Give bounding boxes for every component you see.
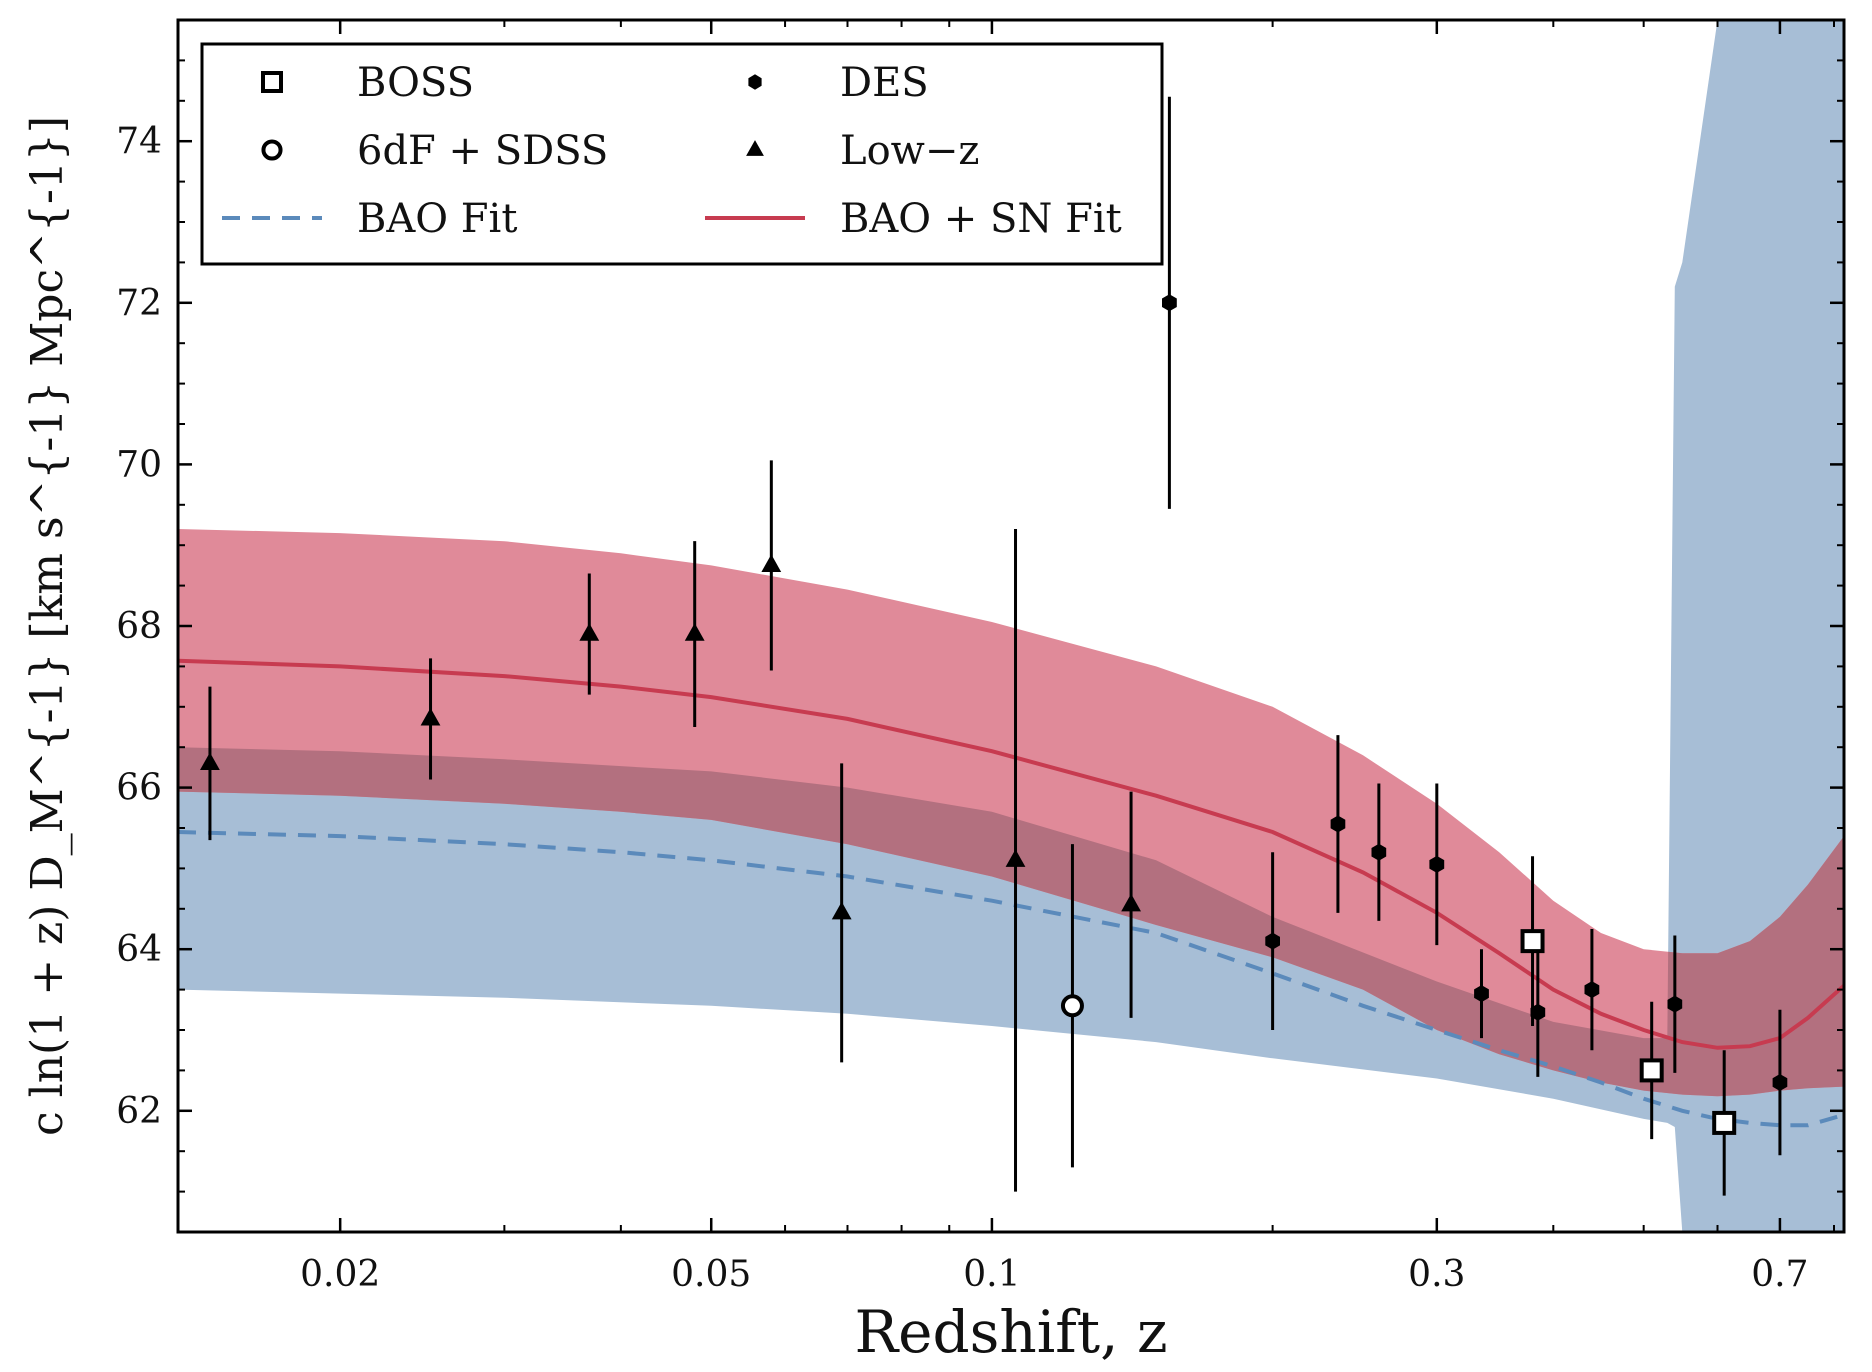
data-point — [1772, 1074, 1788, 1091]
legend-swatch — [746, 140, 764, 156]
data-points — [200, 96, 1788, 1196]
legend-entry: 6dF + SDSS — [261, 128, 608, 174]
legend-swatch — [261, 71, 283, 93]
y-axis-title: c ln(1 + z) D_M^{-1} [km s^{-1} Mpc^{-1}… — [22, 116, 73, 1136]
data-point — [1584, 981, 1600, 999]
x-axis-title: Redshift, z — [855, 1298, 1168, 1366]
legend-entry: BAO Fit — [222, 196, 517, 242]
data-point — [831, 901, 852, 920]
legend-swatch — [261, 139, 283, 161]
data-point — [579, 623, 600, 641]
y-tick-label: 66 — [116, 768, 162, 809]
bao-sn-fit-band — [178, 529, 1844, 1097]
data-point — [1060, 994, 1084, 1018]
y-tick-label: 70 — [116, 444, 162, 485]
data-point — [1429, 855, 1445, 873]
y-tick-label: 72 — [116, 283, 162, 324]
data-point — [1005, 849, 1026, 867]
bao-fit-band — [178, 20, 1844, 1232]
confidence-bands — [178, 20, 1844, 1232]
data-point — [1162, 294, 1177, 312]
axis-ticks: 0.02 0.05 0.1 0.3 0.7 62 64 66 68 70 72 74 — [116, 19, 1844, 1295]
y-tick-label: 64 — [116, 929, 162, 970]
legend-entry: BOSS — [261, 60, 474, 106]
x-tick-label: 0.05 — [671, 1254, 751, 1295]
legend-label: 6dF + SDSS — [357, 128, 608, 174]
data-point — [761, 554, 782, 572]
data-point — [1520, 929, 1545, 954]
data-point — [200, 752, 220, 770]
series-des — [1162, 96, 1788, 1156]
legend-entry: Low−z — [746, 128, 979, 174]
data-point — [1265, 932, 1280, 950]
legend-box — [200, 42, 1164, 266]
x-tick-label: 0.02 — [300, 1254, 380, 1295]
data-point — [1639, 1058, 1664, 1083]
data-point — [1667, 995, 1683, 1013]
legend: BOSS DES 6dF + SDSS Low−z BAO Fit BAO + SN Fi… — [200, 42, 1164, 266]
data-point — [1330, 815, 1346, 833]
y-tick-label: 62 — [116, 1091, 162, 1132]
legend-label: BOSS — [357, 60, 474, 106]
data-point — [1712, 1110, 1737, 1135]
data-point — [1121, 893, 1141, 912]
y-tick-label: 68 — [116, 606, 162, 647]
legend-label: DES — [840, 60, 929, 106]
series-boss — [1520, 856, 1737, 1196]
series-low-z — [200, 460, 1141, 1192]
series-6df-sdss — [1060, 844, 1084, 1168]
y-axis-title-group: c ln(1 + z) D_M^{-1} [km s^{-1} Mpc^{-1}… — [22, 116, 73, 1136]
data-point — [420, 707, 441, 726]
data-point — [1530, 1003, 1546, 1021]
x-tick-label: 0.1 — [963, 1254, 1020, 1295]
legend-label: Low−z — [840, 128, 979, 174]
legend-swatch — [748, 74, 762, 90]
legend-label: BAO Fit — [357, 196, 517, 242]
legend-entry: DES — [748, 60, 929, 106]
plot-area — [178, 20, 1844, 1232]
data-point — [1371, 843, 1387, 861]
x-tick-label: 0.7 — [1751, 1254, 1808, 1295]
x-tick-label: 0.3 — [1408, 1254, 1465, 1295]
y-tick-label: 74 — [116, 121, 162, 162]
data-point — [1474, 985, 1489, 1003]
legend-entry: BAO + SN Fit — [705, 196, 1122, 242]
bao-fit-line — [178, 830, 1844, 1128]
legend-label: BAO + SN Fit — [840, 196, 1122, 242]
data-point — [684, 623, 705, 641]
